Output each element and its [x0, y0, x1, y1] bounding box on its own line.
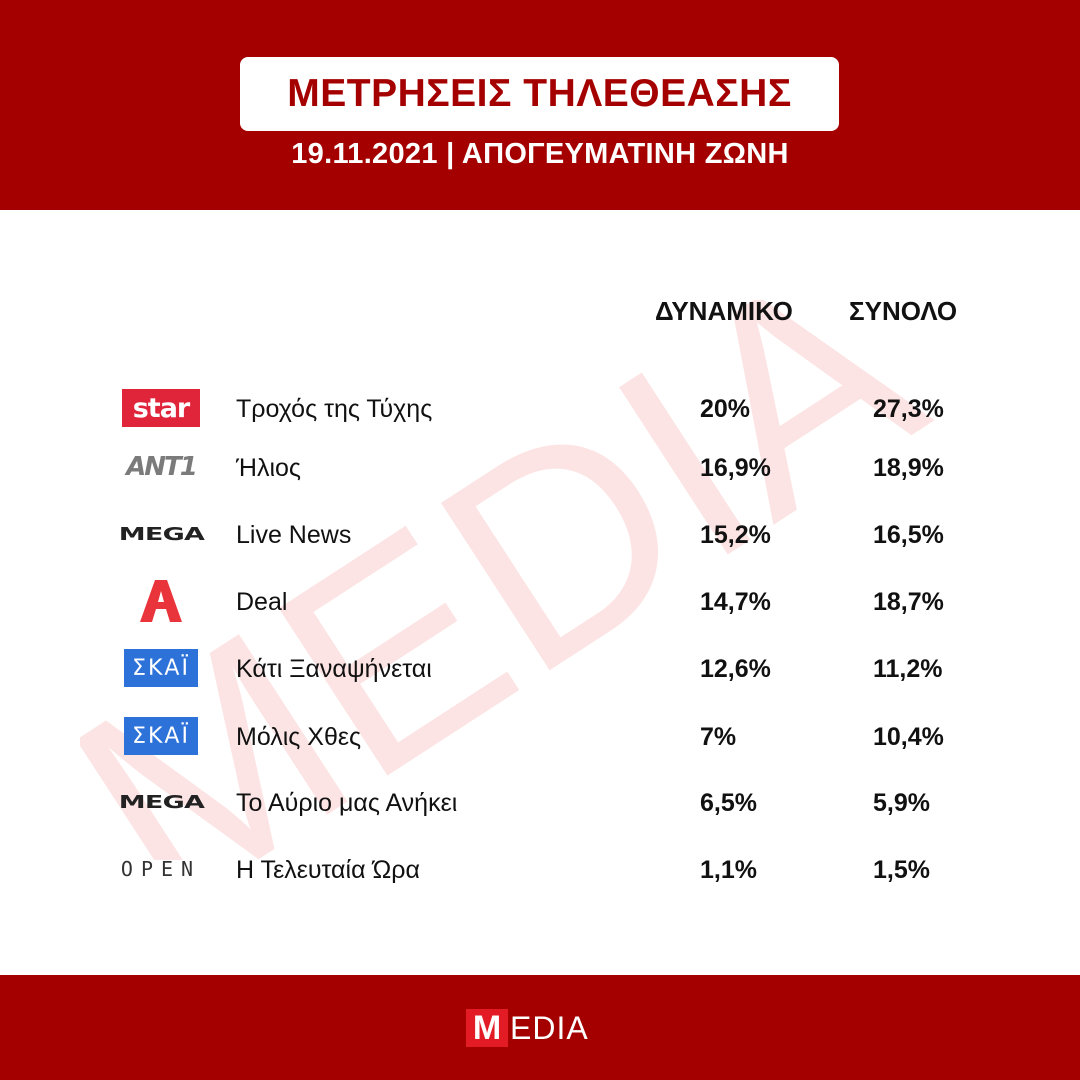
total-value: 16,5%: [873, 521, 944, 549]
dynamic-value: 1,1%: [700, 856, 757, 884]
table-row: ANT1 Ήλιος 16,9% 18,9%: [0, 441, 1080, 493]
mega-channel-logo: MEGA: [118, 782, 204, 822]
open-logo-text: OPEN: [120, 857, 202, 881]
header-banner: ΜΕΤΡΗΣΕΙΣ ΤΗΛΕΘΕΑΣΗΣ 19.11.2021 | ΑΠΟΓΕΥ…: [0, 0, 1080, 210]
total-value: 27,3%: [873, 395, 944, 423]
table-row: star Τροχός της Τύχης 20% 27,3%: [0, 382, 1080, 434]
media-logo-m: M: [466, 1009, 508, 1047]
mega-channel-logo: MEGA: [118, 514, 204, 554]
total-value: 11,2%: [873, 655, 943, 683]
dynamic-value: 14,7%: [700, 588, 771, 616]
table-row: ΣΚΑΪ Κάτι Ξαναψήνεται 12,6% 11,2%: [0, 642, 1080, 694]
media-logo-rest: EDIA: [510, 1009, 589, 1046]
skai-logo-text: ΣΚΑΪ: [124, 717, 198, 755]
dynamic-value: 12,6%: [700, 655, 771, 683]
alpha-channel-logo: [120, 580, 202, 622]
show-title: Το Αύριο μας Ανήκει: [236, 789, 458, 817]
title-box: ΜΕΤΡΗΣΕΙΣ ΤΗΛΕΘΕΑΣΗΣ: [240, 57, 839, 131]
open-channel-logo: OPEN: [120, 849, 202, 889]
dynamic-value: 20%: [700, 395, 751, 423]
footer-banner: [0, 975, 1080, 1080]
star-channel-logo: star: [120, 388, 202, 428]
dynamic-value: 7%: [700, 723, 737, 751]
table-row: MEGA Το Αύριο μας Ανήκει 6,5% 5,9%: [0, 776, 1080, 828]
star-logo-text: star: [122, 389, 200, 427]
page-subtitle: 19.11.2021 | ΑΠΟΓΕΥΜΑΤΙΝΗ ΖΩΝΗ: [291, 138, 789, 170]
column-header-dynamic: ΔΥΝΑΜΙΚΟ: [655, 296, 793, 326]
table-row: Deal 14,7% 18,7%: [0, 575, 1080, 627]
skai-channel-logo: ΣΚΑΪ: [120, 716, 202, 756]
dynamic-value: 16,9%: [700, 454, 771, 482]
show-title: Μόλις Χθες: [236, 723, 362, 751]
table-row: MEGA Live News 15,2% 16,5%: [0, 508, 1080, 560]
mega-logo-text: MEGA: [118, 791, 204, 813]
page-title: ΜΕΤΡΗΣΕΙΣ ΤΗΛΕΘΕΑΣΗΣ: [287, 72, 792, 115]
table-row: OPEN Η Τελευταία Ώρα 1,1% 1,5%: [0, 843, 1080, 895]
total-value: 18,9%: [873, 454, 944, 482]
ant1-channel-logo: ANT1: [120, 447, 202, 487]
total-value: 1,5%: [873, 856, 930, 884]
alpha-logo-icon: [140, 580, 182, 622]
table-row: ΣΚΑΪ Μόλις Χθες 7% 10,4%: [0, 710, 1080, 762]
skai-logo-text: ΣΚΑΪ: [124, 649, 198, 687]
show-title: Ήλιος: [236, 454, 301, 482]
show-title: Η Τελευταία Ώρα: [236, 856, 420, 884]
skai-channel-logo: ΣΚΑΪ: [120, 648, 202, 688]
show-title: Κάτι Ξαναψήνεται: [236, 655, 432, 683]
dynamic-value: 6,5%: [700, 789, 757, 817]
total-value: 5,9%: [873, 789, 930, 817]
media-logo: M EDIA: [466, 1008, 589, 1048]
show-title: Live News: [236, 521, 352, 549]
show-title: Τροχός της Τύχης: [236, 395, 433, 423]
total-value: 18,7%: [873, 588, 944, 616]
column-header-total: ΣΥΝΟΛΟ: [849, 296, 958, 326]
show-title: Deal: [236, 588, 288, 616]
mega-logo-text: MEGA: [118, 523, 204, 545]
dynamic-value: 15,2%: [700, 521, 771, 549]
ant1-logo-text: ANT1: [126, 452, 198, 482]
total-value: 10,4%: [873, 723, 944, 751]
